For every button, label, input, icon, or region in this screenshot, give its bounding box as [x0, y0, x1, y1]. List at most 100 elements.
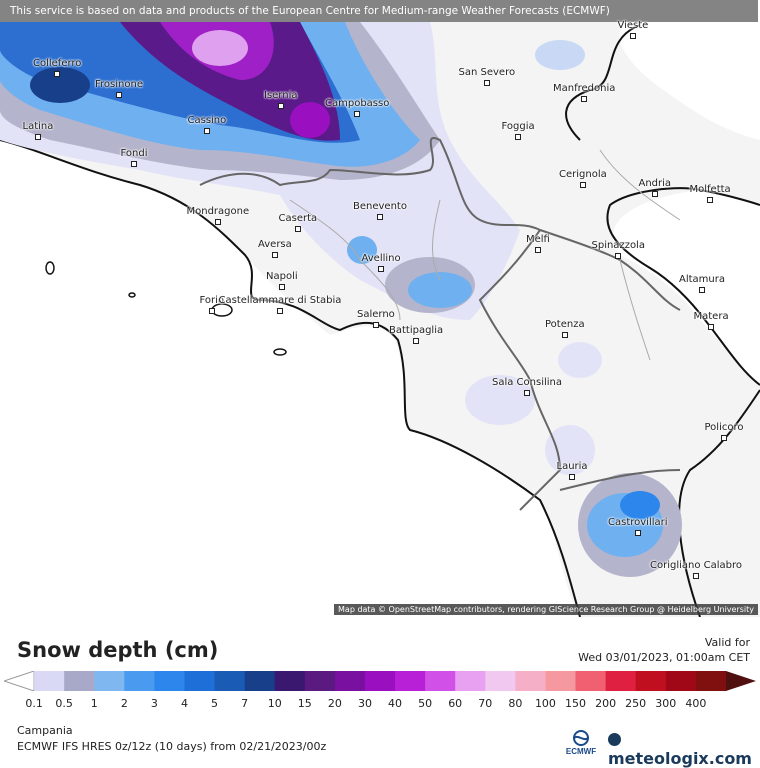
scale-tick-label: 0.5	[55, 697, 73, 710]
city-marker	[580, 182, 586, 188]
city-label: Castellammare di Stabia	[218, 295, 342, 306]
scale-swatch	[94, 671, 125, 691]
city-marker	[35, 134, 41, 140]
scale-tick-label: 50	[418, 697, 433, 710]
city-marker	[524, 390, 530, 396]
scale-swatch	[274, 671, 306, 691]
scale-tick-label: 40	[388, 697, 403, 710]
snow-irpinia-blue	[408, 272, 472, 308]
city-marker	[215, 219, 221, 225]
scale-tick-label: 30	[357, 697, 372, 710]
city-label: Foggia	[501, 121, 535, 132]
scale-swatch	[665, 671, 697, 691]
map-attribution[interactable]: Map data © OpenStreetMap contributors, r…	[334, 604, 758, 615]
ponza-island	[45, 261, 55, 275]
scale-swatch	[214, 671, 246, 691]
ecmwf-logo-text: ECMWF	[566, 747, 596, 756]
city-label: Sala Consilina	[492, 377, 563, 388]
city-label: Matera	[693, 311, 729, 322]
region-name: Campania	[17, 724, 73, 737]
scale-tick-label: 2	[120, 697, 128, 710]
scale-swatch	[485, 671, 516, 691]
scale-swatch	[244, 671, 276, 691]
city-label: Napoli	[266, 271, 298, 282]
city-label: Corigliano Calabro	[650, 560, 743, 571]
city-marker	[615, 253, 621, 259]
city-label: Forio	[199, 295, 225, 306]
valid-time-block: Valid for Wed 03/01/2023, 01:00am CET	[578, 635, 750, 665]
city-marker	[354, 111, 360, 117]
city-marker	[707, 197, 713, 203]
city-marker	[204, 128, 210, 134]
city-label: Benevento	[353, 201, 407, 212]
scale-swatch	[64, 671, 95, 691]
scale-low-arrow	[4, 671, 35, 691]
scale-tick-label: 400	[685, 697, 707, 710]
city-marker	[277, 308, 283, 314]
ventotene-island	[128, 292, 136, 298]
city-label: Manfredonia	[553, 83, 616, 94]
scale-swatch	[605, 671, 637, 691]
scale-swatch	[515, 671, 546, 691]
meteologix-brand[interactable]: meteologix.com	[608, 730, 760, 768]
city-marker	[116, 92, 122, 98]
snow-sala	[465, 375, 535, 425]
snow-area-navy	[30, 67, 90, 103]
scale-tick-label: 15	[297, 697, 312, 710]
city-label: Lauria	[556, 461, 588, 472]
city-label: Isernia	[264, 90, 298, 101]
city-marker	[54, 71, 60, 77]
city-label: Caserta	[278, 213, 318, 224]
city-marker	[721, 435, 727, 441]
brand-icon	[608, 733, 621, 746]
color-scale-ticks: 0.1 0.5 1 2 3 4 5 7 10 15 20 30 40 50 60 70 80 100 150 200 2…	[0, 697, 760, 711]
city-marker	[484, 80, 490, 86]
scale-swatch	[455, 671, 486, 691]
city-label: Battipaglia	[389, 325, 444, 336]
city-label: Potenza	[545, 319, 585, 330]
snow-pollino-core	[620, 491, 660, 519]
scale-tick-label: 300	[655, 697, 677, 710]
scale-tick-label: 200	[595, 697, 617, 710]
city-label: Avellino	[361, 253, 401, 264]
scale-swatch	[304, 671, 336, 691]
scale-tick-label: 70	[478, 697, 493, 710]
scale-high-arrow	[725, 671, 756, 691]
ecmwf-logo: ECMWF	[566, 730, 596, 756]
city-label: Spinazzola	[591, 240, 645, 251]
city-label: San Severo	[458, 67, 516, 78]
city-marker	[295, 226, 301, 232]
city-marker	[708, 324, 714, 330]
coastline-gargano	[565, 24, 641, 141]
legend-title: Snow depth (cm)	[17, 638, 219, 662]
region-border	[199, 137, 562, 511]
city-label: Campobasso	[325, 98, 390, 109]
scale-swatch	[425, 671, 456, 691]
province-border	[289, 149, 681, 361]
city-marker	[693, 573, 699, 579]
valid-label: Valid for	[704, 636, 750, 649]
city-label: Cassino	[187, 115, 227, 126]
scale-tick-label: 80	[508, 697, 523, 710]
city-label: Castrovillari	[608, 517, 668, 528]
coastline-ionian	[678, 389, 760, 617]
city-marker	[413, 338, 419, 344]
scale-swatch	[124, 671, 155, 691]
scale-swatch	[695, 671, 727, 691]
ecmwf-notice-banner: This service is based on data and produc…	[0, 0, 758, 22]
scale-tick-label: 20	[327, 697, 342, 710]
city-marker	[378, 266, 384, 272]
map-canvas	[0, 22, 760, 617]
scale-tick-label: 4	[180, 697, 188, 710]
city-label: Latina	[22, 121, 54, 132]
snow-depth-map[interactable]: This service is based on data and produc…	[0, 0, 760, 617]
scale-tick-label: 150	[565, 697, 587, 710]
snow-area-purple	[120, 22, 340, 141]
city-marker	[209, 308, 215, 314]
coastline-east	[606, 187, 760, 386]
snow-avellino	[347, 236, 377, 264]
city-marker	[535, 247, 541, 253]
scale-tick-label: 7	[241, 697, 249, 710]
snow-area-campobasso	[290, 102, 330, 138]
valid-time: Wed 03/01/2023, 01:00am CET	[578, 651, 750, 664]
